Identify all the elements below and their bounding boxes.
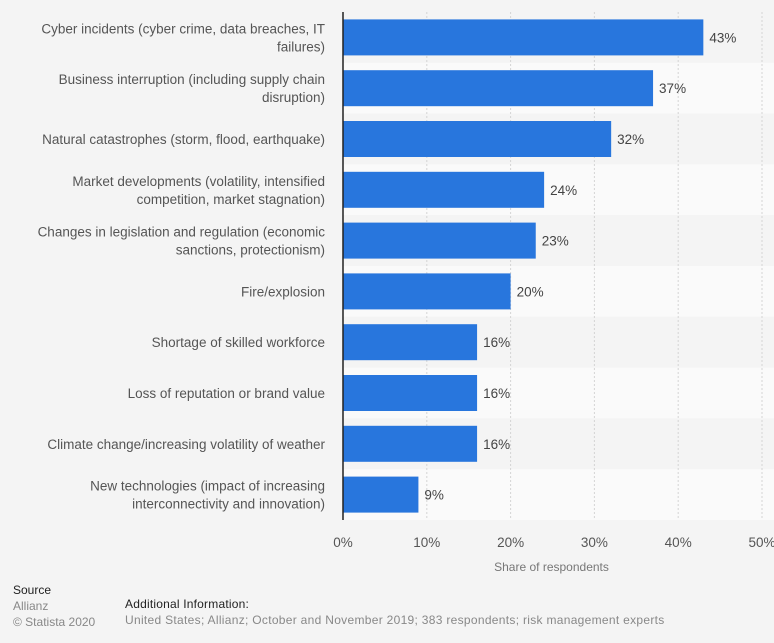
value-label: 43% <box>709 30 736 45</box>
bar[interactable] <box>343 375 478 411</box>
value-label: 16% <box>483 335 510 350</box>
category-label: New technologies (impact of increasing in… <box>90 479 325 512</box>
x-tick-label: 10% <box>413 535 440 550</box>
value-label: 32% <box>617 132 644 147</box>
value-label: 16% <box>483 386 510 401</box>
source-title: Source <box>13 583 52 597</box>
bars <box>343 19 704 513</box>
x-tick-label: 40% <box>665 535 692 550</box>
bar-chart: Cyber incidents (cyber crime, data breac… <box>38 12 774 574</box>
category-label: Business interruption (including supply … <box>59 72 325 105</box>
category-label: Shortage of skilled workforce <box>152 335 325 350</box>
additional-info-text: United States; Allianz; October and Nove… <box>125 613 665 627</box>
source-name[interactable]: Allianz <box>13 599 49 613</box>
copyright: © Statista 2020 <box>13 615 96 629</box>
value-labels: 43% 37% 32% 24% 23% 20% 16% 16% 16% 9% <box>424 30 736 502</box>
x-tick-label: 30% <box>581 535 608 550</box>
x-axis-ticks: 0% 10% 20% 30% 40% 50% <box>333 535 774 550</box>
bar[interactable] <box>343 171 545 208</box>
value-label: 23% <box>542 234 569 249</box>
category-label: Market developments (volatility, intensi… <box>72 174 325 207</box>
bar[interactable] <box>343 425 478 462</box>
bar[interactable] <box>343 273 511 310</box>
value-label: 24% <box>550 183 577 198</box>
category-label: Fire/explosion <box>241 284 325 299</box>
category-label: Climate change/increasing volatility of … <box>47 437 325 452</box>
x-tick-label: 20% <box>497 535 524 550</box>
category-label: Loss of reputation or brand value <box>128 386 325 401</box>
value-label: 20% <box>517 284 544 299</box>
category-label: Changes in legislation and regulation (e… <box>38 225 326 258</box>
category-labels: Cyber incidents (cyber crime, data breac… <box>38 21 326 511</box>
additional-info-title: Additional Information: <box>125 597 250 611</box>
bar[interactable] <box>343 70 654 107</box>
value-label: 37% <box>659 81 686 96</box>
category-label: Natural catastrophes (storm, flood, eart… <box>42 132 325 147</box>
x-tick-label: 50% <box>748 535 774 550</box>
bar[interactable] <box>343 222 536 259</box>
bar[interactable] <box>343 324 478 361</box>
category-label: Cyber incidents (cyber crime, data breac… <box>41 21 325 54</box>
bar[interactable] <box>343 19 704 56</box>
x-axis-title: Share of respondents <box>494 560 609 574</box>
value-label: 9% <box>424 488 444 503</box>
x-tick-label: 0% <box>333 535 353 550</box>
bar[interactable] <box>343 476 419 513</box>
bar[interactable] <box>343 121 612 157</box>
value-label: 16% <box>483 437 510 452</box>
